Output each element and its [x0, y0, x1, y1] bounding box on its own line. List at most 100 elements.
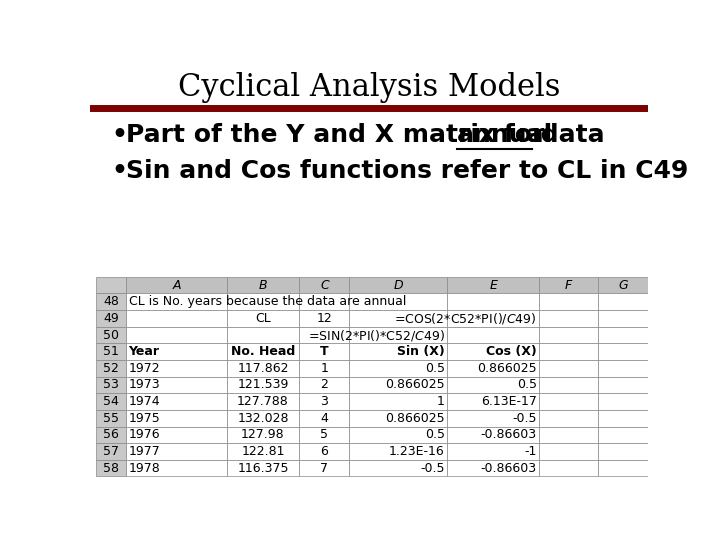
Text: Sin and Cos functions refer to CL in C49: Sin and Cos functions refer to CL in C49	[126, 159, 688, 183]
Bar	[539, 460, 598, 476]
Text: 1973: 1973	[128, 379, 160, 392]
Text: 1.23E-16: 1.23E-16	[389, 445, 445, 458]
Text: F: F	[565, 279, 572, 292]
Bar	[598, 327, 648, 343]
Text: 53: 53	[103, 379, 119, 392]
Text: =COS(2*C52*PI()/$C$49): =COS(2*C52*PI()/$C$49)	[395, 311, 537, 326]
Bar	[126, 377, 227, 393]
Bar	[300, 410, 349, 427]
Text: 122.81: 122.81	[241, 445, 284, 458]
Bar	[598, 427, 648, 443]
Bar	[598, 393, 648, 410]
Bar	[598, 410, 648, 427]
Text: -1: -1	[525, 445, 537, 458]
Bar	[447, 410, 539, 427]
Bar	[126, 310, 227, 327]
Bar	[300, 343, 349, 360]
Text: 0.866025: 0.866025	[477, 362, 537, 375]
Bar	[598, 360, 648, 377]
Bar	[349, 294, 447, 310]
Bar	[126, 327, 227, 343]
Bar	[349, 310, 447, 327]
Text: 127.788: 127.788	[237, 395, 289, 408]
Bar	[300, 294, 349, 310]
Text: =SIN(2*PI()*C52/$C$49): =SIN(2*PI()*C52/$C$49)	[308, 328, 445, 342]
Text: •: •	[112, 124, 137, 147]
Text: 1975: 1975	[128, 411, 161, 425]
Bar	[539, 310, 598, 327]
Text: 48: 48	[103, 295, 119, 308]
Bar	[227, 410, 300, 427]
Text: 0.866025: 0.866025	[385, 411, 445, 425]
Bar	[539, 410, 598, 427]
Text: -0.5: -0.5	[513, 411, 537, 425]
Text: •: •	[112, 159, 137, 183]
Bar	[96, 310, 126, 327]
Bar	[126, 460, 227, 476]
Bar	[598, 377, 648, 393]
Text: T: T	[320, 345, 328, 358]
Text: CL is No. years because the data are annual: CL is No. years because the data are ann…	[128, 295, 406, 308]
Bar	[227, 377, 300, 393]
Bar	[126, 277, 227, 294]
Text: 132.028: 132.028	[237, 411, 289, 425]
Bar	[126, 443, 227, 460]
Bar	[300, 360, 349, 377]
Bar	[96, 460, 126, 476]
Bar	[126, 410, 227, 427]
Text: Sin (X): Sin (X)	[397, 345, 445, 358]
Bar	[349, 393, 447, 410]
Bar	[227, 343, 300, 360]
Text: annual: annual	[457, 124, 554, 147]
Bar	[227, 443, 300, 460]
Text: D: D	[394, 279, 403, 292]
Bar	[227, 277, 300, 294]
Bar	[96, 277, 126, 294]
Text: 56: 56	[103, 428, 119, 441]
Bar	[539, 443, 598, 460]
Bar	[447, 360, 539, 377]
Text: 1: 1	[437, 395, 445, 408]
Bar	[349, 410, 447, 427]
Bar	[349, 443, 447, 460]
Text: 52: 52	[103, 362, 119, 375]
Bar	[447, 377, 539, 393]
Text: -0.86603: -0.86603	[481, 462, 537, 475]
Text: 117.862: 117.862	[237, 362, 289, 375]
Bar	[227, 294, 300, 310]
Bar	[300, 310, 349, 327]
Bar	[447, 277, 539, 294]
Bar	[227, 427, 300, 443]
Bar	[349, 343, 447, 360]
Text: C: C	[320, 279, 329, 292]
Bar	[447, 343, 539, 360]
Bar	[126, 343, 227, 360]
Text: 121.539: 121.539	[238, 379, 289, 392]
Text: No. Head: No. Head	[231, 345, 295, 358]
Bar	[447, 327, 539, 343]
Text: 49: 49	[103, 312, 119, 325]
Bar	[539, 360, 598, 377]
Bar	[96, 343, 126, 360]
Text: 0.866025: 0.866025	[385, 379, 445, 392]
Text: 58: 58	[103, 462, 119, 475]
Text: 6: 6	[320, 445, 328, 458]
Bar	[349, 360, 447, 377]
Bar	[598, 460, 648, 476]
Bar	[227, 360, 300, 377]
Bar	[227, 327, 300, 343]
Text: Cyclical Analysis Models: Cyclical Analysis Models	[178, 72, 560, 103]
Bar	[598, 310, 648, 327]
Bar	[300, 327, 349, 343]
Bar	[447, 393, 539, 410]
Text: 116.375: 116.375	[237, 462, 289, 475]
Text: CL: CL	[255, 312, 271, 325]
Bar	[227, 460, 300, 476]
Text: 54: 54	[103, 395, 119, 408]
Bar	[349, 277, 447, 294]
Bar	[96, 427, 126, 443]
Bar	[126, 427, 227, 443]
Bar	[227, 310, 300, 327]
Text: 1977: 1977	[128, 445, 161, 458]
Bar	[447, 427, 539, 443]
